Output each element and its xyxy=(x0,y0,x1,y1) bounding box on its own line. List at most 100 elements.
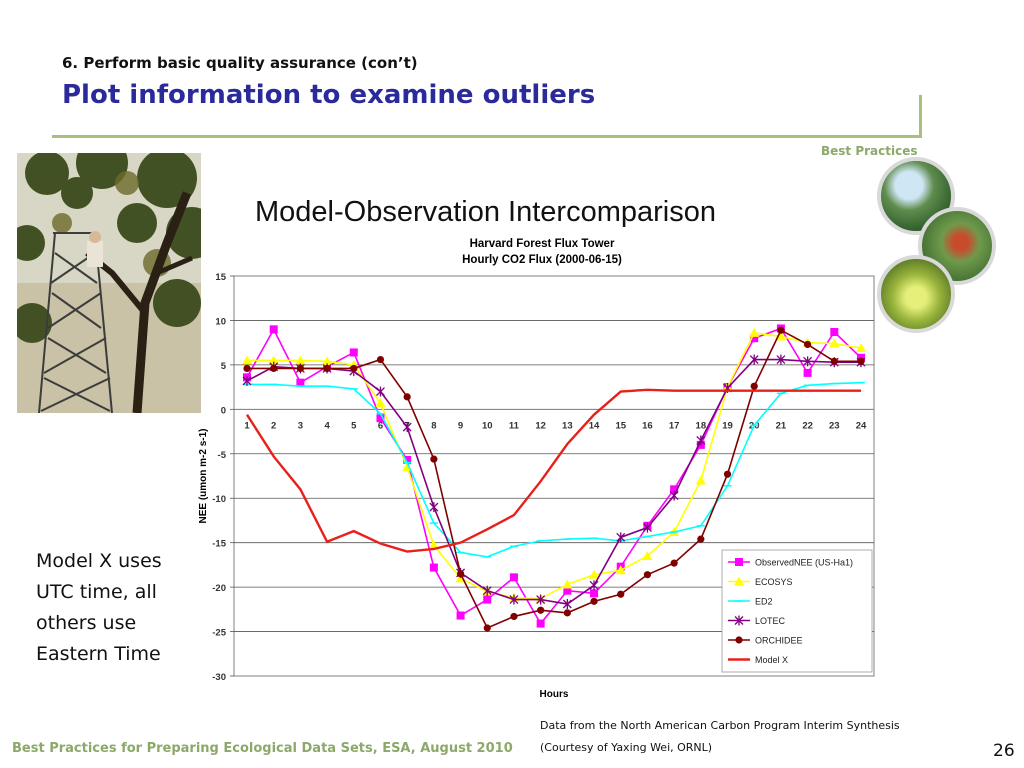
flux-tower-photo xyxy=(17,153,201,413)
data-point xyxy=(296,378,305,387)
x-tick-label: 3 xyxy=(298,420,303,431)
x-tick-label: 22 xyxy=(802,420,813,431)
x-axis-label: Hours xyxy=(540,689,569,700)
series-line xyxy=(247,381,862,558)
data-point xyxy=(536,619,545,628)
x-tick-label: 24 xyxy=(856,420,867,431)
page-number: 26 xyxy=(993,741,1015,761)
data-point xyxy=(375,398,386,408)
data-point xyxy=(617,590,625,598)
x-tick-label: 23 xyxy=(829,420,840,431)
legend-item: Model X xyxy=(728,655,788,665)
legend-item: ECOSYS xyxy=(728,576,793,587)
chart-subtitle: Hourly CO2 Flux (2000-06-15) xyxy=(462,254,622,266)
data-point xyxy=(735,636,743,644)
data-point xyxy=(430,455,438,463)
data-point xyxy=(509,573,518,582)
data-point xyxy=(456,570,465,578)
data-point xyxy=(642,551,653,560)
y-tick-label: 10 xyxy=(215,316,226,327)
data-point xyxy=(403,393,411,401)
data-point xyxy=(856,343,866,352)
data-point xyxy=(670,485,679,494)
data-point xyxy=(643,571,652,579)
y-axis-label: NEE (umon m-2 s-1) xyxy=(198,428,209,523)
best-practices-label: Best Practices xyxy=(821,144,918,158)
x-tick-label: 2 xyxy=(271,420,276,431)
data-point xyxy=(749,327,760,337)
data-point xyxy=(563,609,571,617)
x-tick-label: 11 xyxy=(509,420,520,431)
data-point xyxy=(734,615,744,626)
data-point xyxy=(483,624,491,632)
x-tick-label: 21 xyxy=(776,420,787,431)
data-point xyxy=(483,595,492,604)
x-tick-label: 19 xyxy=(722,420,733,431)
data-point xyxy=(750,334,759,343)
data-point xyxy=(270,364,278,373)
timezone-note: Model X uses UTC time, all others use Ea… xyxy=(36,550,162,665)
series-line xyxy=(247,332,862,600)
header-divider xyxy=(52,135,922,138)
slide-subtitle: 6. Perform basic quality assurance (con’… xyxy=(62,54,418,72)
data-point xyxy=(536,594,546,605)
data-point xyxy=(402,422,412,433)
data-point xyxy=(509,594,519,605)
legend-item: ORCHIDEE xyxy=(728,636,803,646)
chart-legend: ObservedNEE (US-Ha1) ECOSYS ED2 LOTEC ORCHID… xyxy=(721,549,873,673)
data-point xyxy=(482,585,492,596)
data-point xyxy=(803,368,812,377)
legend-item: ObservedNEE (US-Ha1) xyxy=(728,558,853,568)
data-point xyxy=(830,328,839,336)
x-tick-label: 5 xyxy=(351,420,357,431)
data-credit: Data from the North American Carbon Prog… xyxy=(540,719,900,732)
data-point xyxy=(857,357,865,365)
data-point xyxy=(589,569,600,579)
legend-label: ObservedNEE (US-Ha1) xyxy=(755,558,853,568)
footer-text: Best Practices for Preparing Ecological … xyxy=(12,741,513,756)
data-point xyxy=(669,490,679,501)
x-tick-label: 10 xyxy=(482,420,493,431)
x-tick-label: 14 xyxy=(589,420,600,431)
x-tick-label: 13 xyxy=(562,420,573,431)
data-point xyxy=(562,579,573,589)
data-point xyxy=(562,599,572,609)
y-tick-label: -15 xyxy=(212,539,226,550)
data-point xyxy=(429,563,438,572)
data-point xyxy=(243,364,251,373)
x-tick-label: 17 xyxy=(669,420,680,431)
legend-item: ED2 xyxy=(728,597,773,607)
y-tick-labels: 15 10 5 0 -5 -10 -15 -20 -25 -30 xyxy=(212,272,226,683)
series-orchidee xyxy=(243,326,865,632)
data-point xyxy=(777,326,785,334)
y-tick-label: 0 xyxy=(221,405,226,416)
data-point xyxy=(349,348,358,357)
y-tick-label: -20 xyxy=(212,583,226,594)
data-point xyxy=(697,535,705,543)
data-point xyxy=(268,355,279,365)
data-point xyxy=(537,606,545,614)
data-point xyxy=(322,356,333,366)
y-tick-label: -5 xyxy=(218,450,227,461)
data-point xyxy=(563,586,572,595)
data-point xyxy=(242,375,252,386)
data-point xyxy=(642,522,652,533)
chart-title: Harvard Forest Flux Tower xyxy=(470,238,615,250)
data-point xyxy=(376,355,385,364)
y-tick-label: 5 xyxy=(221,361,227,372)
legend-label: Model X xyxy=(755,655,788,665)
data-point xyxy=(590,589,599,598)
data-point xyxy=(376,386,385,397)
data-point xyxy=(403,456,412,464)
flux-tower-photo-image xyxy=(17,153,201,413)
data-point xyxy=(829,338,840,348)
data-point xyxy=(376,414,385,423)
data-courtesy: (Courtesy of Yaxing Wei, ORNL) xyxy=(540,741,713,754)
series-layer xyxy=(242,324,866,632)
nee-line-chart: Harvard Forest Flux Tower Hourly CO2 Flu… xyxy=(198,238,875,700)
data-point xyxy=(803,356,813,367)
data-point xyxy=(456,611,465,620)
y-tick-label: -30 xyxy=(212,672,226,683)
data-point xyxy=(830,357,838,365)
data-point xyxy=(295,355,306,365)
